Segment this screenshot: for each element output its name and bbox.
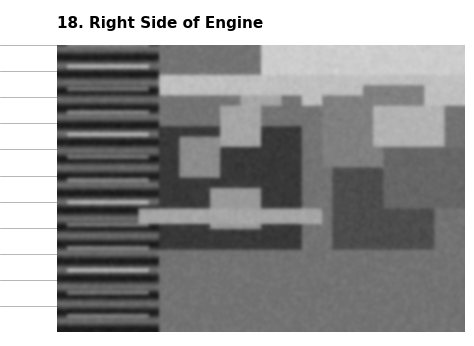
Text: C105
[3-WHT]: C105 [3-WHT] — [75, 68, 120, 90]
Text: 18. Right Side of Engine: 18. Right Side of Engine — [57, 16, 263, 30]
Text: ENGINE
COOLANT TEMPERATURE
(ECT) SWITCH: ENGINE COOLANT TEMPERATURE (ECT) SWITCH — [257, 240, 411, 273]
Text: G101: G101 — [248, 68, 278, 78]
